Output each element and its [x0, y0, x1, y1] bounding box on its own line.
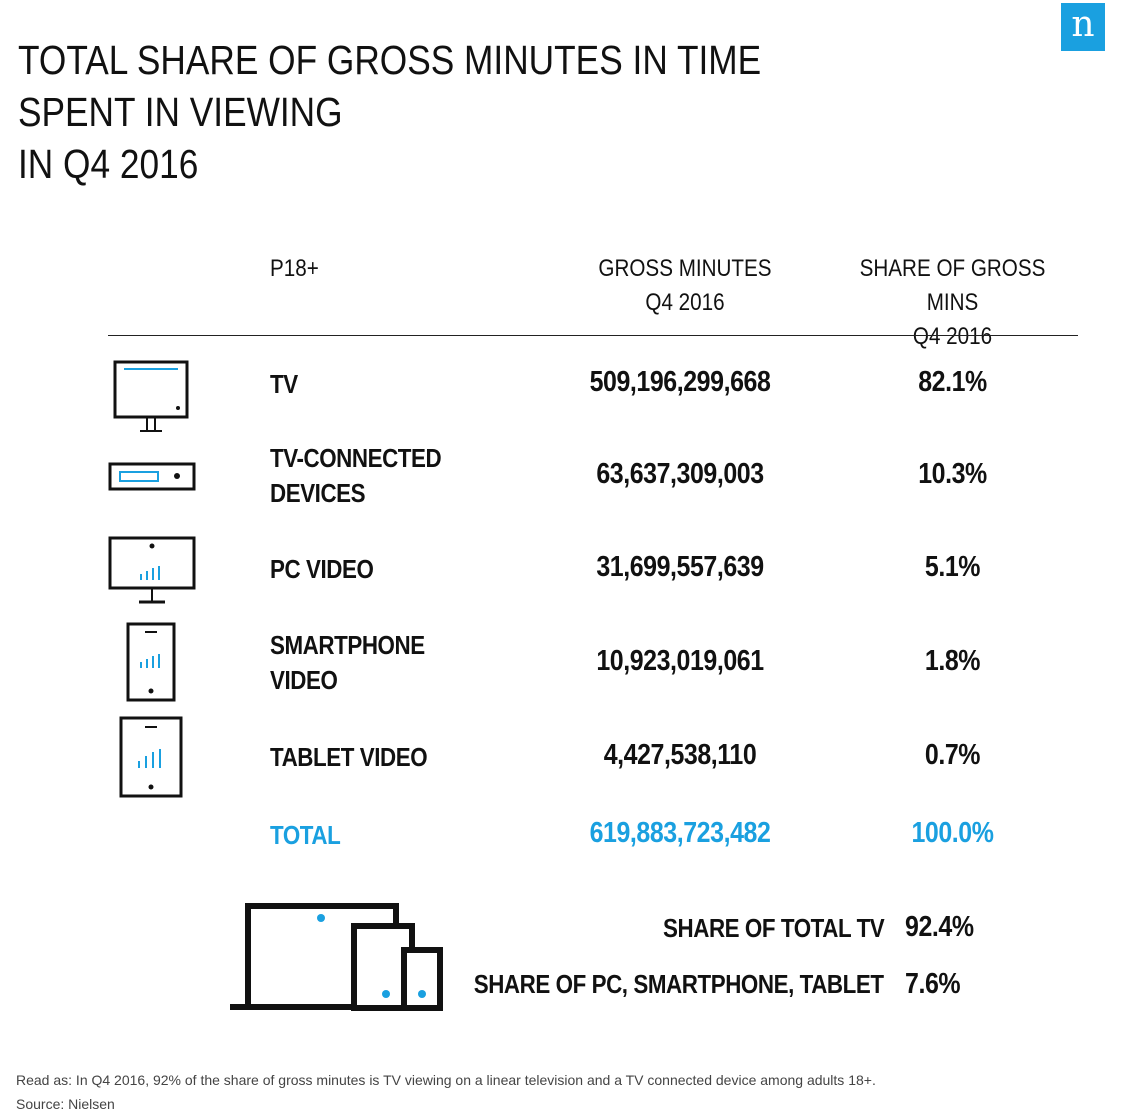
row-share-pc-video: 5.1%: [924, 551, 981, 583]
total-label: TOTAL: [270, 820, 341, 850]
summary-label-pc-smartphone-tablet: SHARE OF PC, SMARTPHONE, TABLET: [474, 969, 884, 999]
set-top-box-icon: [108, 462, 196, 491]
row-minutes-tv: 509,196,299,668: [589, 366, 771, 398]
header-gross-minutes-line-2: Q4 2016: [645, 289, 725, 316]
header-gross-minutes-line-1: GROSS MINUTES: [598, 255, 772, 282]
header-share: SHARE OF GROSS MINS Q4 2016: [834, 252, 1071, 354]
row-share-tablet: 0.7%: [924, 739, 981, 771]
row-minutes-tablet: 4,427,538,110: [603, 739, 757, 771]
row-share-tv: 82.1%: [918, 366, 987, 398]
header-share-line-2: Q4 2016: [912, 323, 993, 350]
total-share: 100.0%: [911, 817, 994, 849]
summary-label-tv: SHARE OF TOTAL TV: [662, 913, 885, 943]
summary-value-tv: 92.4%: [905, 911, 974, 943]
footnote-read-as: Read as: In Q4 2016, 92% of the share of…: [16, 1072, 876, 1088]
devices-group-icon: [230, 903, 443, 1011]
row-minutes-pc-video: 31,699,557,639: [596, 551, 764, 583]
smartphone-icon: [126, 622, 176, 702]
row-label-tablet-line: TABLET VIDEO: [270, 742, 428, 772]
header-gross-minutes: GROSS MINUTES Q4 2016: [582, 252, 788, 320]
title-line-2: IN Q4 2016: [18, 141, 199, 187]
footnote: Read as: In Q4 2016, 92% of the share of…: [16, 1068, 876, 1116]
header-segment: P18+: [270, 255, 319, 282]
row-label-smartphone-line-1: SMARTPHONE: [270, 630, 425, 660]
row-label-smartphone: SMARTPHONE VIDEO: [270, 628, 425, 698]
pc-monitor-icon: [108, 536, 196, 604]
row-label-tablet: TABLET VIDEO: [270, 740, 428, 775]
footnote-source: Source: Nielsen: [16, 1096, 115, 1112]
tv-icon: [113, 360, 189, 432]
title-line-1: TOTAL SHARE OF GROSS MINUTES IN TIME SPE…: [18, 37, 762, 135]
header-share-line-1: SHARE OF GROSS MINS: [859, 255, 1046, 316]
chart-title: TOTAL SHARE OF GROSS MINUTES IN TIME SPE…: [18, 34, 878, 190]
row-label-pc-video-line: PC VIDEO: [270, 554, 374, 584]
row-label-tv-connected-line-1: TV-CONNECTED: [270, 443, 442, 473]
row-minutes-smartphone: 10,923,019,061: [596, 645, 764, 677]
tablet-icon: [119, 716, 183, 798]
row-share-tv-connected: 10.3%: [918, 458, 987, 490]
row-label-smartphone-line-2: VIDEO: [270, 665, 338, 695]
row-minutes-tv-connected: 63,637,309,003: [596, 458, 764, 490]
nielsen-logo: n: [1061, 3, 1105, 51]
header-divider: [108, 335, 1078, 336]
row-label-tv-connected: TV-CONNECTED DEVICES: [270, 441, 442, 511]
row-label-tv: TV: [270, 367, 298, 402]
total-minutes: 619,883,723,482: [589, 817, 771, 849]
row-share-smartphone: 1.8%: [924, 645, 981, 677]
row-label-tv-connected-line-2: DEVICES: [270, 478, 366, 508]
row-label-pc-video: PC VIDEO: [270, 552, 374, 587]
summary-value-pc-smartphone-tablet: 7.6%: [905, 968, 961, 1000]
row-label-tv-line: TV: [270, 369, 298, 399]
